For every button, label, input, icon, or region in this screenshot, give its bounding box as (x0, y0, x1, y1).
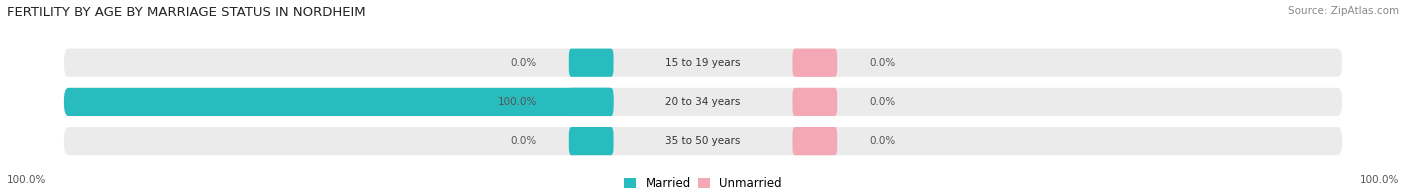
Legend: Married, Unmarried: Married, Unmarried (624, 177, 782, 190)
Text: FERTILITY BY AGE BY MARRIAGE STATUS IN NORDHEIM: FERTILITY BY AGE BY MARRIAGE STATUS IN N… (7, 6, 366, 19)
FancyBboxPatch shape (569, 88, 613, 116)
FancyBboxPatch shape (63, 49, 1343, 77)
FancyBboxPatch shape (793, 49, 837, 77)
Text: 100.0%: 100.0% (498, 97, 537, 107)
Text: 0.0%: 0.0% (510, 58, 537, 68)
Text: 0.0%: 0.0% (510, 136, 537, 146)
Text: 100.0%: 100.0% (1360, 175, 1399, 185)
Text: 0.0%: 0.0% (869, 97, 896, 107)
FancyBboxPatch shape (569, 127, 613, 155)
Text: 0.0%: 0.0% (869, 58, 896, 68)
FancyBboxPatch shape (63, 88, 613, 116)
FancyBboxPatch shape (63, 127, 1343, 155)
Text: 0.0%: 0.0% (869, 136, 896, 146)
Text: 20 to 34 years: 20 to 34 years (665, 97, 741, 107)
Text: 15 to 19 years: 15 to 19 years (665, 58, 741, 68)
Text: 35 to 50 years: 35 to 50 years (665, 136, 741, 146)
FancyBboxPatch shape (569, 49, 613, 77)
FancyBboxPatch shape (793, 88, 837, 116)
Text: Source: ZipAtlas.com: Source: ZipAtlas.com (1288, 6, 1399, 16)
Text: 100.0%: 100.0% (7, 175, 46, 185)
FancyBboxPatch shape (793, 127, 837, 155)
FancyBboxPatch shape (63, 88, 1343, 116)
